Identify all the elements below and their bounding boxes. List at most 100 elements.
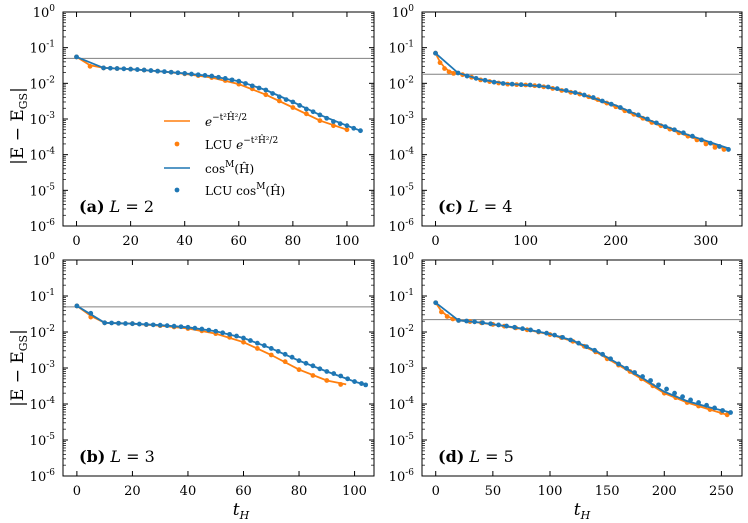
data-point-orange-dots — [712, 144, 718, 150]
data-point-blue-dots — [572, 90, 578, 95]
data-point-blue-dots — [728, 410, 733, 415]
y-tick-exponent: 0 — [408, 252, 414, 262]
y-tick-label: 10-6 — [30, 468, 56, 485]
data-point-blue-dots — [608, 101, 614, 107]
data-point-blue-dots — [296, 358, 302, 364]
data-point-blue-dots — [162, 69, 167, 75]
data-point-blue-dots — [254, 340, 260, 346]
data-point-blue-dots — [331, 119, 336, 124]
x-tick-label: 250 — [709, 484, 734, 499]
data-point-orange-dots — [331, 123, 336, 129]
data-point-blue-dots — [584, 344, 589, 350]
y-tick-label: 10-2 — [30, 75, 55, 92]
x-tick-label: 40 — [180, 484, 197, 499]
data-point-blue-dots — [182, 70, 188, 76]
panel-annotation: (d) L = 5 — [438, 447, 514, 466]
ylabel-top: |E − EGS| — [8, 87, 30, 165]
y-tick-exponent: -4 — [405, 396, 414, 406]
x-tick-label: 20 — [124, 484, 141, 499]
y-tick-exponent: -3 — [405, 360, 414, 370]
y-tick-base: 10 — [389, 290, 406, 305]
series-line-orange-line — [76, 305, 347, 386]
panel-letter: (b) — [79, 447, 105, 466]
data-point-blue-dots — [206, 327, 212, 333]
data-point-blue-dots — [552, 332, 557, 338]
x-tick-label: 0 — [72, 234, 80, 249]
data-point-blue-dots — [616, 361, 621, 367]
legend-label-cos-lcu: LCU cosM(Ĥ) — [205, 182, 285, 198]
data-point-blue-dots — [171, 323, 177, 329]
data-point-orange-dots — [310, 373, 316, 378]
y-tick-base: 10 — [33, 6, 50, 21]
data-point-blue-dots — [704, 402, 709, 408]
panel-annotation: (b) L = 3 — [79, 447, 155, 466]
y-tick-label: 10-3 — [389, 360, 415, 377]
data-point-blue-dots — [195, 72, 201, 78]
y-tick-base: 10 — [30, 470, 47, 485]
data-point-blue-dots — [512, 324, 517, 330]
data-point-blue-dots — [134, 67, 140, 72]
data-point-blue-dots — [331, 371, 337, 376]
x-tick-label: 200 — [603, 234, 628, 249]
y-tick-base: 10 — [389, 362, 406, 377]
data-point-blue-dots — [123, 321, 128, 326]
y-tick-base: 10 — [33, 254, 50, 269]
data-point-blue-dots — [712, 405, 717, 411]
y-tick-label: 100 — [392, 4, 415, 21]
data-point-blue-dots — [243, 81, 248, 86]
data-point-orange-dots — [444, 314, 450, 319]
y-tick-exponent: 0 — [49, 252, 55, 262]
xlabel-left: tH — [233, 500, 250, 522]
data-point-blue-dots — [148, 68, 154, 73]
data-point-blue-dots — [178, 324, 184, 330]
legend-label-gauss-line: e−t²Ĥ²/2 — [205, 111, 247, 129]
data-point-blue-dots — [289, 354, 295, 360]
data-point-blue-dots — [175, 70, 181, 76]
y-tick-label: 10-4 — [30, 396, 56, 413]
data-point-blue-dots — [324, 369, 330, 374]
data-point-blue-dots — [635, 112, 641, 118]
data-point-blue-dots — [297, 103, 303, 108]
data-point-orange-dots — [344, 127, 350, 133]
x-tick-label: 0 — [73, 484, 81, 499]
data-point-orange-dots — [721, 147, 727, 152]
y-tick-base: 10 — [30, 290, 47, 305]
series-line-blue-line — [76, 305, 366, 386]
data-point-blue-dots — [528, 327, 533, 333]
data-point-blue-dots — [720, 408, 725, 413]
data-point-blue-dots — [488, 321, 493, 327]
panel-letter: (c) — [438, 197, 463, 216]
data-point-blue-dots — [662, 124, 668, 130]
data-point-blue-dots — [317, 112, 323, 118]
y-tick-exponent: -5 — [405, 432, 414, 442]
data-point-blue-dots — [536, 328, 541, 334]
y-tick-label: 10-6 — [389, 468, 415, 485]
axes-frame — [421, 259, 743, 477]
data-point-blue-dots — [213, 328, 219, 334]
y-tick-base: 10 — [30, 113, 47, 128]
data-point-blue-dots — [688, 397, 693, 403]
data-point-blue-dots — [656, 382, 661, 388]
data-point-blue-dots — [626, 108, 632, 114]
data-point-blue-dots — [216, 74, 221, 80]
data-point-blue-dots — [358, 128, 363, 134]
y-tick-base: 10 — [389, 149, 406, 164]
y-tick-label: 100 — [392, 252, 415, 269]
data-point-blue-dots — [608, 356, 613, 362]
data-point-blue-dots — [268, 346, 274, 351]
ylabel-close: | — [8, 329, 28, 335]
y-tick-label: 100 — [33, 252, 56, 269]
y-tick-exponent: 0 — [49, 4, 55, 14]
data-point-blue-dots — [464, 318, 469, 324]
data-point-orange-dots — [437, 60, 443, 66]
data-point-blue-dots — [624, 365, 629, 371]
y-tick-label: 10-3 — [389, 111, 415, 128]
data-point-blue-dots — [248, 338, 253, 343]
data-point-blue-dots — [433, 300, 439, 306]
data-point-blue-dots — [157, 322, 163, 328]
data-point-blue-dots — [209, 73, 215, 79]
y-tick-label: 10-5 — [389, 432, 415, 449]
data-point-blue-dots — [283, 97, 289, 102]
